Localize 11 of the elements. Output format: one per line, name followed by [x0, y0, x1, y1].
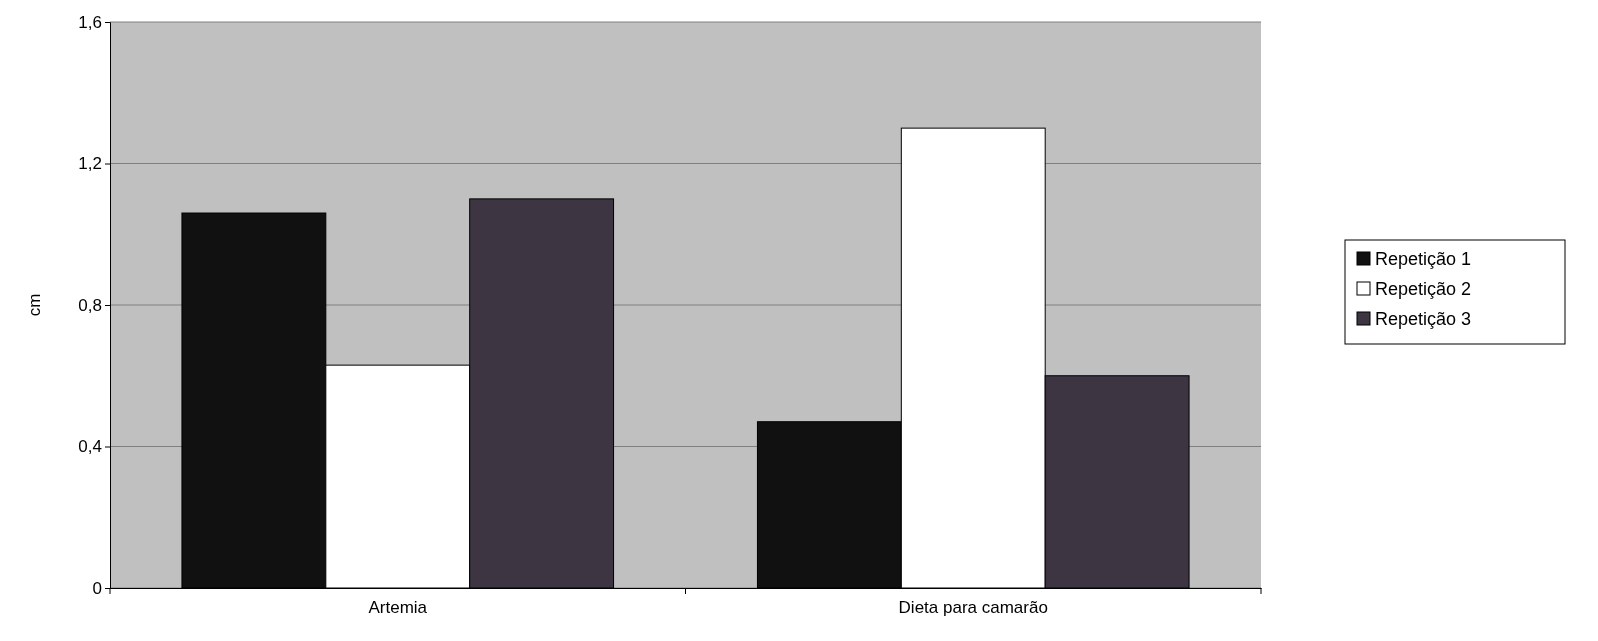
x-tick-label: Dieta para camarão — [898, 598, 1048, 618]
legend-label: Repetição 3 — [1375, 309, 1472, 329]
y-tick-label: 0,4 — [78, 437, 102, 457]
legend-label: Repetição 2 — [1375, 279, 1472, 299]
y-tick-label: 0 — [92, 578, 102, 598]
x-tick-label: Artemia — [368, 598, 428, 618]
y-tick-label: 0,8 — [78, 295, 102, 315]
y-axis-title: cm — [25, 293, 44, 317]
y-tick-label: 1,6 — [78, 12, 102, 32]
legend-label: Repetição 1 — [1375, 249, 1472, 269]
y-tick-label: 1,2 — [78, 154, 102, 174]
